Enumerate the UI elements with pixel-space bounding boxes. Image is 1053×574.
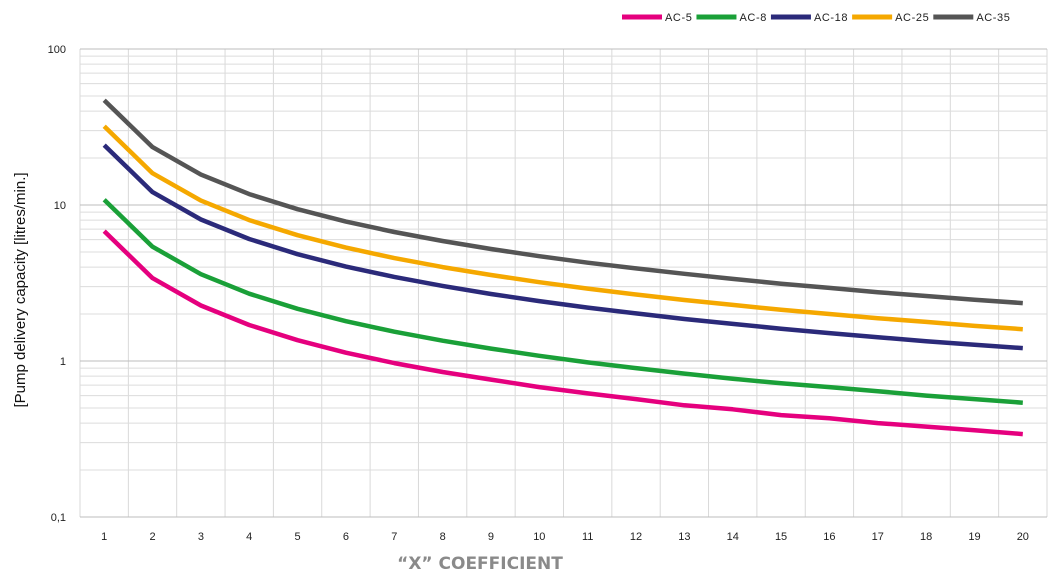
y-tick-label: 0,1 bbox=[51, 512, 66, 524]
x-tick-label: 10 bbox=[533, 531, 545, 543]
y-tick-label: 1 bbox=[60, 356, 66, 368]
grid bbox=[79, 48, 1048, 518]
y-axis-label: [Pump delivery capacity [litres/min.] bbox=[12, 172, 29, 407]
x-axis-label: “X” COEFFICIENT bbox=[397, 554, 563, 574]
x-tick-label: 11 bbox=[582, 531, 593, 543]
x-tick-label: 18 bbox=[920, 531, 932, 543]
x-tick-label: 2 bbox=[149, 531, 155, 543]
series-line-ac-5 bbox=[102, 229, 1023, 437]
x-tick-label: 17 bbox=[872, 531, 884, 543]
series-group bbox=[102, 98, 1023, 437]
x-tick-label: 19 bbox=[968, 531, 980, 543]
x-tick-label: 9 bbox=[488, 531, 494, 543]
legend-label-ac-35: AC-35 bbox=[976, 12, 1010, 24]
y-tick-label: 100 bbox=[48, 44, 66, 56]
series-line-ac-8 bbox=[102, 198, 1023, 405]
series-line-ac-25 bbox=[102, 124, 1023, 332]
x-tick-label: 3 bbox=[198, 531, 204, 543]
x-tick-label: 8 bbox=[440, 531, 446, 543]
legend: AC-5 AC-8 AC-18 AC-25 AC-35 bbox=[622, 12, 1010, 24]
x-tick-label: 12 bbox=[630, 531, 642, 543]
x-tick-label: 16 bbox=[823, 531, 835, 543]
x-tick-label: 5 bbox=[295, 531, 301, 543]
x-tick-label: 20 bbox=[1017, 531, 1029, 543]
legend-label-ac-8: AC-8 bbox=[739, 12, 766, 24]
y-tick-label: 10 bbox=[54, 200, 66, 212]
legend-label-ac-5: AC-5 bbox=[665, 12, 692, 24]
x-tick-label: 6 bbox=[343, 531, 349, 543]
x-tick-label: 15 bbox=[775, 531, 787, 543]
series-line-ac-35 bbox=[102, 98, 1023, 306]
x-tick-label: 13 bbox=[678, 531, 690, 543]
x-tick-label: 7 bbox=[391, 531, 397, 543]
legend-label-ac-25: AC-25 bbox=[895, 12, 929, 24]
x-tick-label: 4 bbox=[246, 531, 252, 543]
x-tick-label: 14 bbox=[727, 531, 739, 543]
x-tick-label: 1 bbox=[101, 531, 107, 543]
series-line-ac-18 bbox=[102, 143, 1023, 351]
legend-label-ac-18: AC-18 bbox=[814, 12, 848, 24]
